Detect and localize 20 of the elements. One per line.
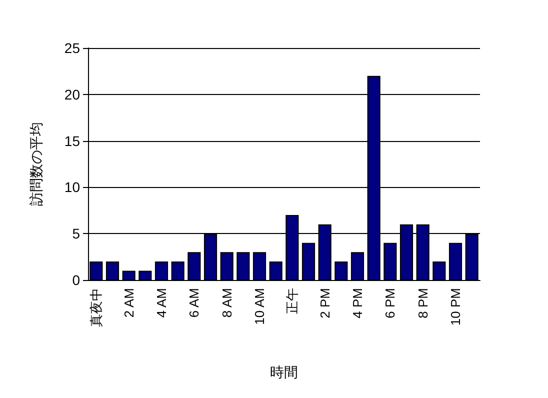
y-tick-label: 5 bbox=[72, 226, 80, 242]
y-axis-title: 訪問数の平均 bbox=[28, 122, 44, 206]
x-tick-label: 10 PM bbox=[448, 288, 463, 326]
x-tick-label: 2 PM bbox=[317, 288, 332, 318]
x-tick-label: 6 AM bbox=[186, 288, 202, 318]
y-tick-label: 10 bbox=[64, 179, 80, 196]
y-tick-label: 20 bbox=[64, 86, 80, 102]
x-tick-label: 4 AM bbox=[154, 288, 169, 318]
y-tick-label: 25 bbox=[64, 40, 80, 56]
x-tick-label: 8 AM bbox=[219, 288, 234, 318]
x-tick-label: 4 PM bbox=[350, 288, 365, 318]
x-tick-label: 10 AM bbox=[252, 288, 267, 325]
x-tick-label: 真夜中 bbox=[88, 288, 104, 327]
y-tick-label: 15 bbox=[64, 132, 80, 149]
x-axis-title: 時間 bbox=[270, 364, 298, 380]
y-tick-label: 0 bbox=[72, 272, 80, 288]
x-tick-label: 2 AM bbox=[121, 288, 136, 318]
x-tick-label: 8 PM bbox=[415, 288, 430, 318]
x-tick-label: 正午 bbox=[284, 288, 300, 314]
x-tick-label: 6 PM bbox=[382, 288, 398, 318]
